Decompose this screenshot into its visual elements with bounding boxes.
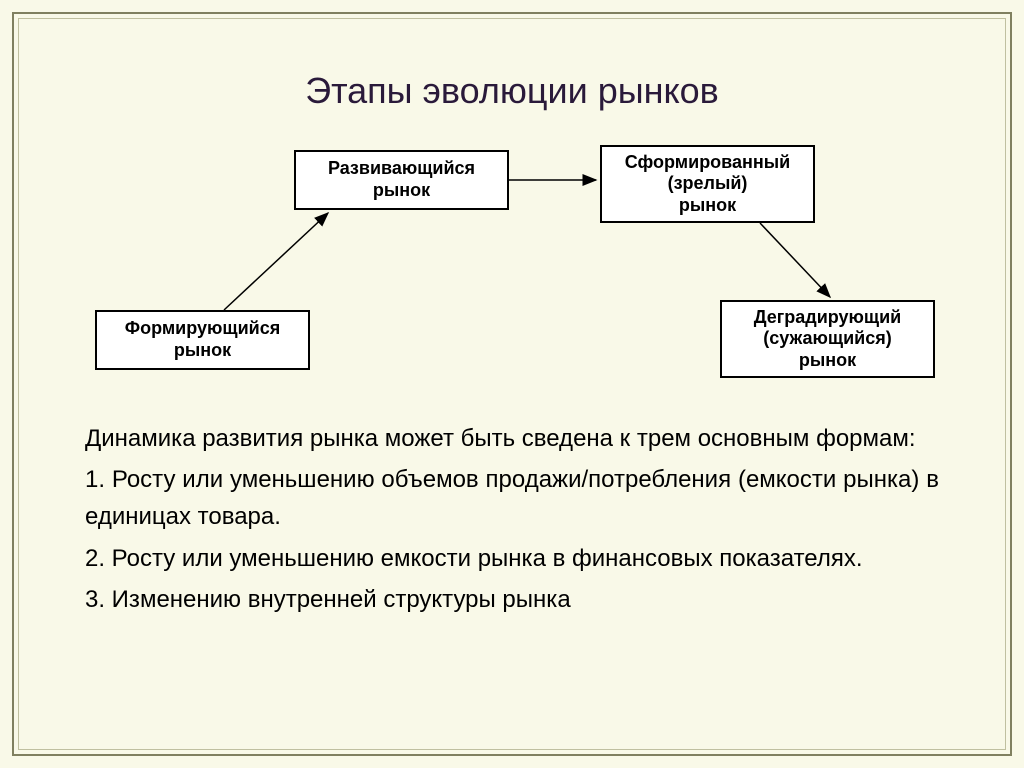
- body-item-3: 3. Изменению внутренней структуры рынка: [85, 581, 939, 618]
- flowchart-node-n2: Развивающийсярынок: [294, 150, 509, 210]
- body-item-1: 1. Росту или уменьшению объемов продажи/…: [85, 461, 939, 535]
- slide-title: Этапы эволюции рынков: [0, 70, 1024, 112]
- flowchart-node-n1: Формирующийсярынок: [95, 310, 310, 370]
- flowchart-node-n4: Деградирующий(сужающийся)рынок: [720, 300, 935, 378]
- flowchart-node-n3: Сформированный(зрелый)рынок: [600, 145, 815, 223]
- body-item-2: 2. Росту или уменьшению емкости рынка в …: [85, 540, 939, 577]
- flowchart-diagram: Формирующийсярынок Развивающийсярынок Сфор…: [80, 145, 940, 405]
- body-intro: Динамика развития рынка может быть сведе…: [85, 420, 939, 457]
- body-text: Динамика развития рынка может быть сведе…: [85, 420, 939, 622]
